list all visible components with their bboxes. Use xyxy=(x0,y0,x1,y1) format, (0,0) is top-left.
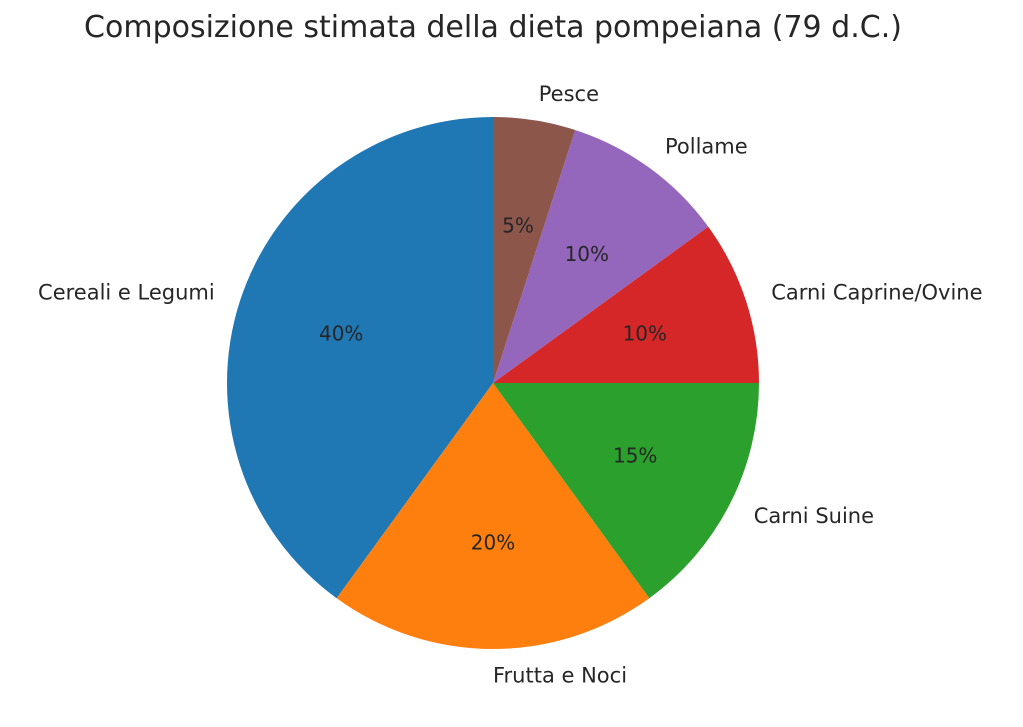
slice-label-pesce: Pesce xyxy=(539,82,599,106)
pct-label-pesce: 5% xyxy=(502,213,534,237)
pie-slice-pollame xyxy=(493,130,709,383)
slice-label-frutta-e-noci: Frutta e Noci xyxy=(493,664,627,688)
slice-label-pollame: Pollame xyxy=(665,134,748,158)
pct-label-carni-suine: 15% xyxy=(613,443,657,467)
pct-label-pollame: 10% xyxy=(565,242,609,266)
pie-slice-carni-suine xyxy=(493,383,759,599)
chart-title: Composizione stimata della dieta pompeia… xyxy=(84,10,902,45)
pie-slice-carni-caprine-ovine xyxy=(493,226,759,383)
pct-label-cereali-e-legumi: 40% xyxy=(319,322,363,346)
pie-slice-pesce xyxy=(493,117,576,383)
slice-label-cereali-e-legumi: Cereali e Legumi xyxy=(38,281,215,305)
pie-slice-cereali-e-legumi xyxy=(226,117,493,599)
slice-label-carni-caprine-ovine: Carni Caprine/Ovine xyxy=(771,281,982,305)
pie-slice-frutta-e-noci xyxy=(336,383,650,650)
pct-label-frutta-e-noci: 20% xyxy=(471,531,515,555)
slice-label-carni-suine: Carni Suine xyxy=(754,504,874,528)
pct-label-carni-caprine-ovine: 10% xyxy=(623,322,667,346)
